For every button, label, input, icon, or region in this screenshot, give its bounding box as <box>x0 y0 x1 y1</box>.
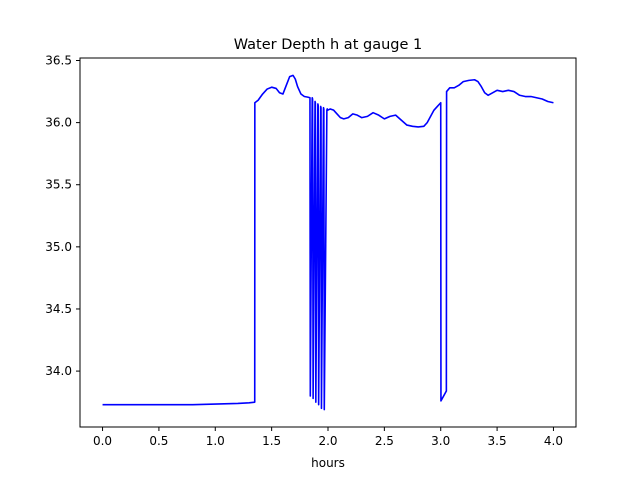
y-tick-label: 35.0 <box>45 240 72 254</box>
x-tick-label: 4.0 <box>544 434 563 448</box>
x-tick-label: 2.0 <box>318 434 337 448</box>
x-tick-label: 0.5 <box>149 434 168 448</box>
x-axis: 0.0 0.5 1.0 1.5 2.0 2.5 3.0 3.5 4.0 <box>93 427 563 448</box>
x-tick-label: 0.0 <box>93 434 112 448</box>
y-tick-label: 34.5 <box>45 302 72 316</box>
x-tick-label: 3.5 <box>488 434 507 448</box>
series-line-0 <box>102 74 554 411</box>
chart-title: Water Depth h at gauge 1 <box>234 37 422 53</box>
x-tick-label: 3.0 <box>431 434 450 448</box>
x-tick-label: 1.0 <box>206 434 225 448</box>
x-tick-label: 2.5 <box>375 434 394 448</box>
y-tick-label: 36.0 <box>45 116 72 130</box>
y-tick-label: 36.5 <box>45 53 72 67</box>
x-tick-label: 1.5 <box>262 434 281 448</box>
y-axis: 34.0 34.5 35.0 35.5 36.0 36.5 <box>45 53 80 378</box>
plot-lines <box>102 74 554 411</box>
y-tick-label: 35.5 <box>45 178 72 192</box>
x-axis-label: hours <box>311 456 345 470</box>
y-tick-label: 34.0 <box>45 364 72 378</box>
